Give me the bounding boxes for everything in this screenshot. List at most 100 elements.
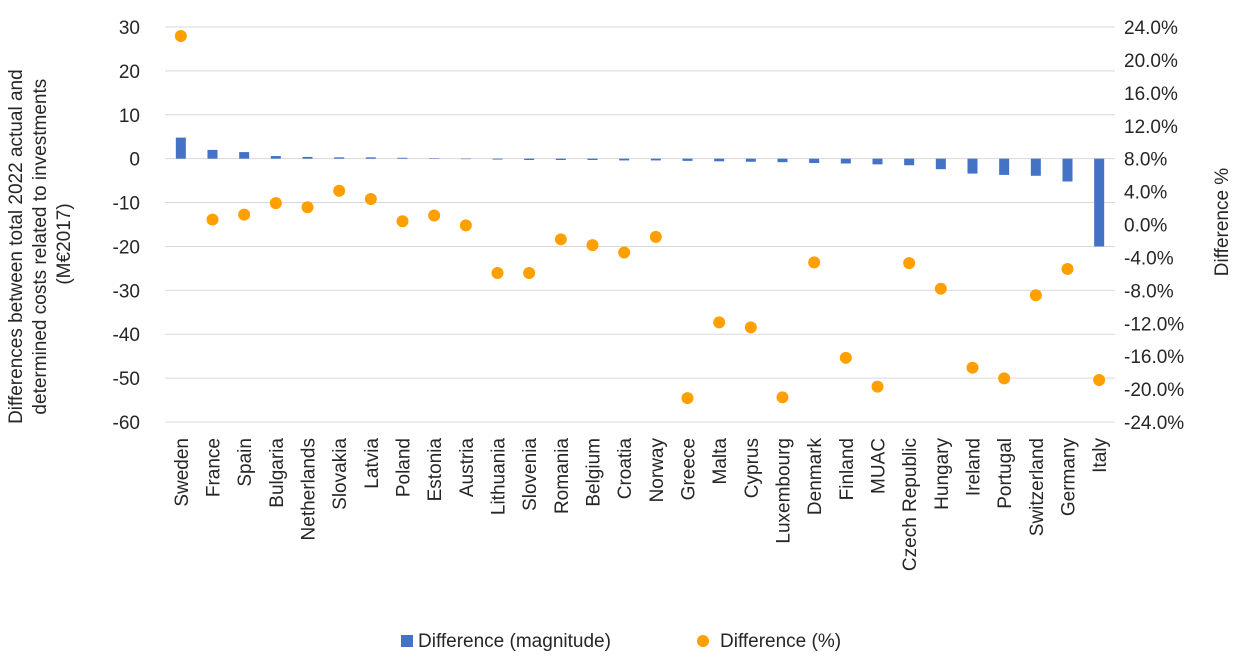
right-tick-label: -4.0% [1124,248,1174,269]
bar-bulgaria [270,156,281,159]
right-tick-label: 16.0% [1124,84,1178,105]
bar-ireland [967,158,978,174]
left-tick-label: 30 [119,18,140,39]
bar-poland [397,157,408,159]
category-label: Romania [552,438,573,514]
left-tick-label: -10 [113,194,140,215]
point-estonia [428,209,441,222]
right-axis-ticks: 24.0% 20.0% 16.0% 12.0% 8.0% 4.0% 0.0% -4.0% -8.… [1124,18,1184,434]
point-poland [396,215,409,228]
point-bulgaria [269,197,282,210]
bar-belgium [587,158,598,160]
point-hungary [934,282,947,295]
category-label: Lithuania [489,438,510,516]
right-tick-label: -8.0% [1124,281,1174,302]
category-label: Germany [1059,438,1080,517]
bar-croatia [619,158,630,161]
category-label: Italy [1090,438,1111,473]
bar-sweden [175,137,186,159]
category-label: Estonia [425,438,446,502]
category-label: Slovenia [520,438,541,511]
bar-germany [1062,158,1073,182]
category-label: Finland [837,438,858,500]
category-label: Luxembourg [774,438,795,544]
bar-portugal [999,158,1010,175]
bar-estonia [429,158,440,159]
bar-luxembourg [777,158,788,163]
category-label: Latvia [362,438,383,489]
category-label: Switzerland [1027,438,1048,536]
bar-switzerland [1030,158,1041,176]
left-axis-title: Differences between total 2022 actual an… [6,64,75,424]
category-label: Austria [457,438,478,498]
point-latvia [364,192,377,205]
left-tick-label: 0 [129,150,140,171]
bar-france [207,149,218,159]
bar-hungary [935,158,946,170]
bar-lithuania [492,158,503,160]
left-axis-title-line: determined costs related to investments [30,79,51,415]
category-label: Slovakia [330,438,351,510]
category-label: Poland [394,438,415,497]
category-label: Denmark [805,438,826,516]
bar-austria [460,158,471,160]
category-label: Norway [647,438,668,503]
category-label: Malta [710,438,731,485]
bar-czech-republic [904,158,915,166]
right-tick-label: -12.0% [1124,314,1184,335]
legend-swatch-dot [697,635,709,647]
left-axis-title-line: (M€2017) [54,203,75,284]
gridlines [165,26,1115,423]
right-tick-label: 0.0% [1124,216,1167,237]
point-austria [459,219,472,232]
left-axis-ticks: 30 20 10 0 -10 -20 -30 -40 -50 -60 [113,18,140,434]
point-ireland [966,361,979,374]
category-label: Netherlands [299,438,320,540]
bar-slovakia [334,157,345,159]
category-label: France [204,438,225,497]
point-denmark [808,256,821,269]
point-france [206,213,219,226]
category-label: Sweden [172,438,193,507]
category-label: Ireland [964,438,985,496]
point-czech-republic [903,257,916,270]
scatter-series [174,30,1106,405]
point-croatia [618,246,631,259]
left-tick-label: 20 [119,62,140,83]
category-label: Belgium [584,438,605,507]
point-cyprus [744,321,757,334]
point-finland [839,351,852,364]
legend-label-dot: Difference (%) [720,631,841,652]
bar-norway [650,158,661,161]
bar-latvia [365,157,376,159]
bar-series [175,137,1105,247]
point-lithuania [491,267,504,280]
legend-swatch-bar [401,635,413,647]
category-label: Croatia [615,438,636,500]
bar-netherlands [302,156,313,159]
left-axis-title-line: Differences between total 2022 actual an… [6,69,27,424]
right-tick-label: 4.0% [1124,183,1167,204]
point-belgium [586,239,599,252]
left-tick-label: 10 [119,106,140,127]
category-label: Hungary [932,438,953,510]
bar-spain [239,152,250,159]
bar-romania [555,158,566,160]
point-netherlands [301,201,314,214]
right-tick-label: 8.0% [1124,150,1167,171]
bar-malta [714,158,725,162]
bar-denmark [809,158,820,164]
left-tick-label: -30 [113,281,140,302]
category-label: Bulgaria [267,438,288,508]
left-tick-label: -40 [113,325,140,346]
right-tick-label: 24.0% [1124,18,1178,39]
category-label: Czech Republic [900,438,921,571]
left-tick-label: -60 [113,413,140,434]
bar-greece [682,158,693,161]
point-slovakia [333,184,346,197]
left-tick-label: -20 [113,237,140,258]
right-tick-label: -20.0% [1124,380,1184,401]
bar-cyprus [745,158,756,162]
right-axis-title: Difference % [1212,168,1233,277]
legend-label-bar: Difference (magnitude) [418,631,611,652]
